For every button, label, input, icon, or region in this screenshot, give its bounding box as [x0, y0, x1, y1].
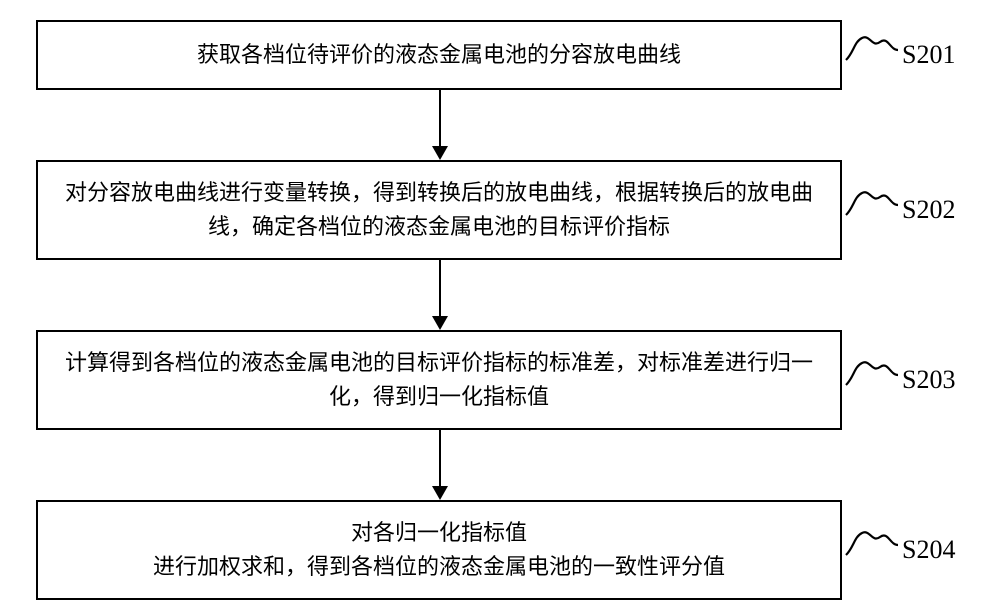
- step-label-s202: S202: [902, 195, 955, 225]
- flow-step-s202: 对分容放电曲线进行变量转换，得到转换后的放电曲线，根据转换后的放电曲线，确定各档…: [36, 160, 842, 260]
- arrow-head-icon: [432, 486, 448, 500]
- flow-step-s201: 获取各档位待评价的液态金属电池的分容放电曲线: [36, 20, 842, 90]
- flow-step-text: 对分容放电曲线进行变量转换，得到转换后的放电曲线，根据转换后的放电曲线，确定各档…: [58, 176, 820, 244]
- flow-arrow: [439, 90, 441, 160]
- squiggle-connector: [844, 30, 900, 66]
- flow-arrow: [439, 260, 441, 330]
- flow-arrow: [439, 430, 441, 500]
- flow-step-s204: 对各归一化指标值 进行加权求和，得到各档位的液态金属电池的一致性评分值: [36, 500, 842, 600]
- flow-step-text: 获取各档位待评价的液态金属电池的分容放电曲线: [197, 38, 681, 72]
- squiggle-connector: [844, 525, 900, 561]
- flow-step-s203: 计算得到各档位的液态金属电池的目标评价指标的标准差，对标准差进行归一化，得到归一…: [36, 330, 842, 430]
- arrow-head-icon: [432, 146, 448, 160]
- arrow-shaft: [439, 260, 441, 316]
- squiggle-connector: [844, 355, 900, 391]
- arrow-head-icon: [432, 316, 448, 330]
- arrow-shaft: [439, 90, 441, 146]
- step-label-s203: S203: [902, 365, 955, 395]
- flow-step-text: 计算得到各档位的液态金属电池的目标评价指标的标准差，对标准差进行归一化，得到归一…: [58, 346, 820, 414]
- arrow-shaft: [439, 430, 441, 486]
- squiggle-connector: [844, 185, 900, 221]
- flow-step-text: 对各归一化指标值 进行加权求和，得到各档位的液态金属电池的一致性评分值: [153, 516, 725, 584]
- step-label-s201: S201: [902, 40, 955, 70]
- step-label-s204: S204: [902, 535, 955, 565]
